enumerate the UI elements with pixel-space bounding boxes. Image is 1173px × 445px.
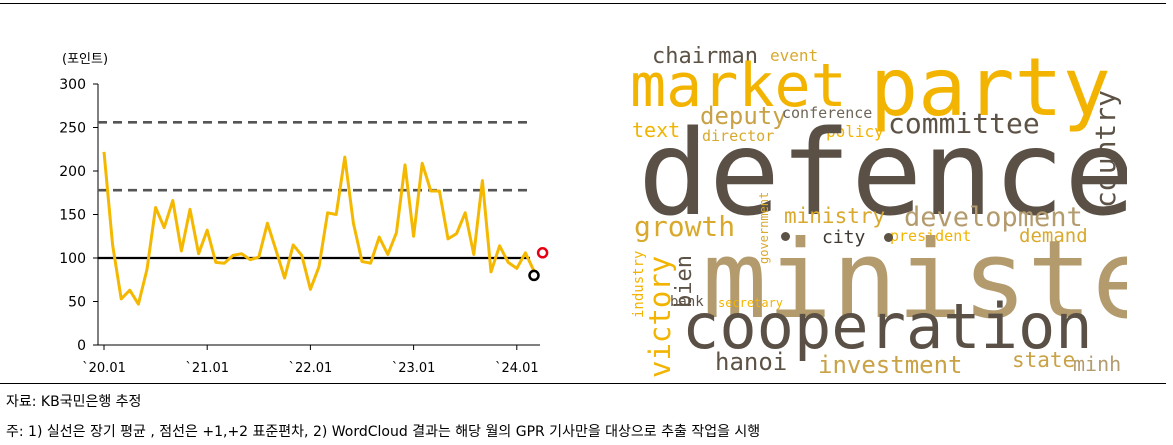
y-tick-label: 100	[59, 251, 86, 267]
y-tick-label: 150	[59, 208, 86, 224]
word-state: state	[1012, 348, 1076, 372]
y-tick-label: 0	[77, 338, 86, 354]
word-cooperation: cooperation	[682, 290, 1093, 363]
word-minh: minh	[1073, 352, 1122, 376]
word-conference: conference	[782, 104, 873, 122]
word-demand: demand	[1019, 225, 1088, 247]
word-city: city	[822, 227, 866, 248]
y-tick-label: 50	[68, 295, 86, 311]
x-tick-label: `22.01	[289, 361, 333, 376]
word-hanoi: hanoi	[715, 348, 788, 376]
y-tick-label: 300	[59, 77, 86, 93]
word-growth: growth	[634, 210, 736, 243]
x-tick-label: `21.01	[185, 361, 229, 376]
cloud-dot	[781, 232, 790, 241]
word-event: event	[770, 46, 819, 65]
bottom-rule	[0, 383, 1166, 384]
latest-point-marker	[536, 247, 549, 259]
source-note: 자료: KB국민은행 추정	[6, 394, 142, 410]
word-bank: bank	[670, 294, 704, 310]
word-cloud: chairman event market party deputy conference…	[622, 40, 1127, 385]
word-committee: committee	[888, 107, 1040, 140]
word-director: director	[702, 127, 775, 145]
gpr-series-line	[102, 151, 536, 306]
cloud-dot	[884, 233, 893, 242]
word-policy: policy	[826, 122, 884, 141]
previous-point-marker	[528, 269, 540, 282]
word-deputy: deputy	[700, 102, 787, 130]
word-defence: defence	[638, 104, 1127, 242]
word-chairman: chairman	[652, 44, 758, 69]
y-tick-label: 200	[59, 164, 86, 180]
word-victory: victory	[643, 255, 677, 378]
x-tick-label: `24.01	[495, 361, 539, 376]
word-president: president	[890, 227, 972, 245]
unit-label: (포인트)	[62, 52, 108, 67]
word-ministry: ministry	[784, 204, 886, 228]
top-rule	[0, 3, 1166, 4]
word-text: text	[632, 118, 681, 142]
x-tick-label: `23.01	[392, 361, 436, 376]
word-minister: minister	[702, 218, 1127, 343]
gpr-line-chart: (포인트) 300 250 200 150 100 50 0 `20.01 `21.01 `22…	[59, 52, 549, 376]
word-development: development	[904, 202, 1083, 233]
word-investment: investment	[818, 351, 963, 379]
word-market: market	[630, 51, 847, 121]
footnote: 주: 1) 실선은 장기 평균 , 점선은 +1,+2 표준편차, 2) Wor…	[6, 424, 761, 440]
x-tick-label: `20.01	[82, 361, 126, 376]
y-tick-label: 250	[59, 121, 86, 137]
word-secretary: secretary	[718, 296, 784, 310]
word-party: party	[870, 41, 1111, 134]
